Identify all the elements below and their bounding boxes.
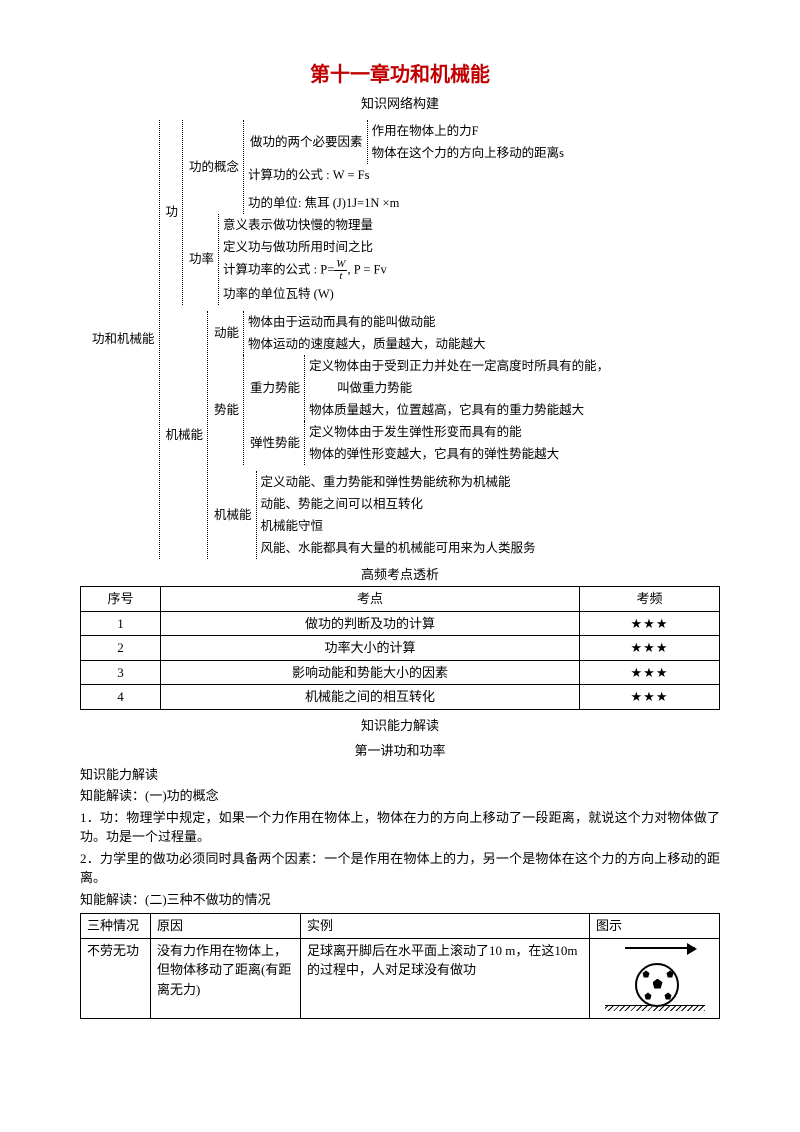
no-work-table: 三种情况 原因 实例 图示 不劳无功 没有力作用在物体上，但物体移动了距离(有距… (80, 913, 720, 1019)
tree-dn2: 物体运动的速度越大，质量越大，动能越大 (248, 333, 486, 355)
soccer-ball-icon (635, 963, 679, 1007)
tree-zl2: 物体质量越大，位置越高，它具有的重力势能越大 (309, 399, 609, 421)
tree-shineng: 势能 (212, 400, 241, 420)
tree-zl1: 定义物体由于受到正力并处在一定高度时所具有的能， (309, 355, 609, 377)
soccer-diagram (605, 941, 705, 1011)
tree-dongneng: 动能 (212, 323, 241, 343)
table-row: 4 机械能之间的相互转化 ★★★ (81, 685, 720, 710)
knowledge-tree: 功和机械能 功 功的概念 做功的两个必要因素 作用在物体上的力F (90, 120, 720, 559)
reading-heading: 知识能力解读 (80, 765, 720, 785)
tree-root: 功和机械能 (90, 329, 157, 349)
tree-gong-gainian: 功的概念 (187, 157, 241, 177)
tree-gong-formula: 计算功的公式 : W = Fs (248, 164, 564, 186)
tree-jixie2: 机械能 (212, 505, 254, 525)
body-text: 知识能力解读 知能解读：(一)功的概念 1．功：物理学中规定，如果一个力作用在物… (80, 765, 720, 910)
tree-zhongli: 重力势能 (248, 378, 302, 398)
tree-zl1b: 叫做重力势能 (309, 377, 609, 399)
zhineng1-p2: 2．力学里的做功必须同时具备两个因素：一个是作用在物体上的力，另一个是物体在这个… (80, 849, 720, 888)
tree-gl1: 意义表示做功快慢的物理量 (223, 214, 387, 236)
table-row: 不劳无功 没有力作用在物体上，但物体移动了距离(有距离无力) 足球离开脚后在水平… (81, 938, 720, 1019)
tree-jx1: 定义动能、重力势能和弹性势能统称为机械能 (261, 471, 536, 493)
soccer-diagram-cell (590, 938, 720, 1019)
th-point: 考点 (161, 587, 580, 612)
tree-tx1: 定义物体由于发生弹性形变而具有的能 (309, 421, 559, 443)
arrow-icon (625, 947, 695, 949)
table-row: 2 功率大小的计算 ★★★ (81, 636, 720, 661)
tree-yinsu1: 作用在物体上的力F (372, 120, 564, 142)
tree-gl4: 功率的单位瓦特 (W) (223, 283, 387, 305)
zhineng2-title: 知能解读：(二)三种不做功的情况 (80, 890, 720, 910)
zhineng1-p1: 1．功：物理学中规定，如果一个力作用在物体上，物体在力的方向上移动了一段距离，就… (80, 808, 720, 847)
tree-gonglv: 功率 (187, 249, 216, 269)
subtitle-knowledge-network: 知识网络构建 (80, 94, 720, 114)
table-row: 1 做功的判断及功的计算 ★★★ (81, 611, 720, 636)
tree-tanxing: 弹性势能 (248, 433, 302, 453)
tree-gl3: 计算功率的公式 : P=Wt, P = Fv (223, 258, 387, 283)
tree-jixie: 机械能 (164, 425, 206, 445)
table-header-row: 三种情况 原因 实例 图示 (81, 914, 720, 939)
tree-gong: 功 (164, 202, 181, 222)
tree-dn1: 物体由于运动而具有的能叫做动能 (248, 311, 486, 333)
tree-gong-unit: 功的单位: 焦耳 (J)1J=1N ×m (248, 192, 564, 214)
tree-gl2: 定义功与做功所用时间之比 (223, 236, 387, 258)
tree-jx3: 机械能守恒 (261, 515, 536, 537)
tree-jx2: 动能、势能之间可以相互转化 (261, 493, 536, 515)
zhishi-title: 知识能力解读 (80, 716, 720, 736)
ground-icon (605, 1005, 705, 1011)
lecture-title: 第一讲功和功率 (80, 741, 720, 761)
chapter-title: 第十一章功和机械能 (80, 60, 720, 90)
tree-jx4: 风能、水能都具有大量的机械能可用来为人类服务 (261, 537, 536, 559)
tree-tx2: 物体的弹性形变越大，它具有的弹性势能越大 (309, 443, 559, 465)
table-header-row: 序号 考点 考频 (81, 587, 720, 612)
th-num: 序号 (81, 587, 161, 612)
frequency-table: 序号 考点 考频 1 做功的判断及功的计算 ★★★ 2 功率大小的计算 ★★★ … (80, 586, 720, 710)
tree-gong-yinsu: 做功的两个必要因素 (248, 132, 365, 152)
zhineng1-title: 知能解读：(一)功的概念 (80, 786, 720, 806)
gaopin-title: 高频考点透析 (80, 565, 720, 585)
th-freq: 考频 (580, 587, 720, 612)
table-row: 3 影响动能和势能大小的因素 ★★★ (81, 660, 720, 685)
tree-yinsu2: 物体在这个力的方向上移动的距离s (372, 142, 564, 164)
